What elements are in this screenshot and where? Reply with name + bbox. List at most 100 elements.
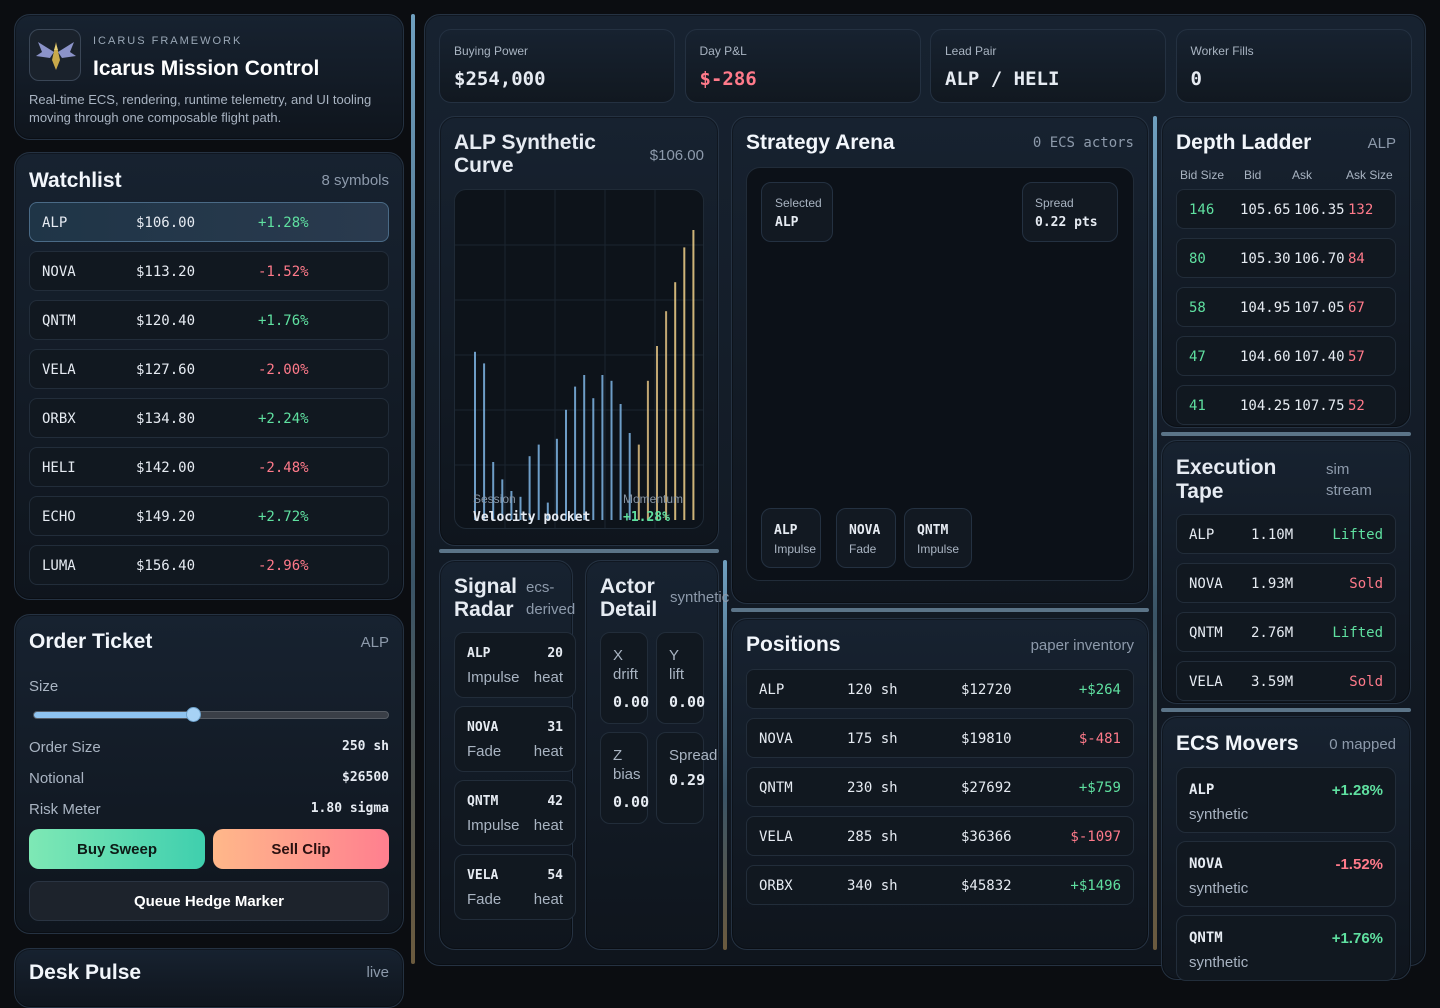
watchlist-row[interactable]: ORBX $134.80 +2.24%: [29, 398, 389, 438]
strategy-arena-panel: Strategy Arena 0 ECS actors Selected ALP…: [731, 116, 1149, 604]
position-row[interactable]: ORBX 340 sh $45832 +$1496: [746, 865, 1134, 905]
tape-row[interactable]: QNTM 2.76M Lifted: [1176, 612, 1396, 652]
queue-hedge-marker-button[interactable]: Queue Hedge Marker: [29, 881, 389, 921]
depth-bid-size: 146: [1189, 202, 1215, 218]
depth-ask-size: 84: [1348, 251, 1365, 267]
watchlist-price: $156.40: [136, 558, 196, 574]
depth-row[interactable]: 58 104.95 107.05 67: [1176, 287, 1396, 327]
depth-ask: 106.35: [1294, 202, 1345, 218]
position-symbol: VELA: [759, 829, 793, 845]
order-ticket-symbol: ALP: [360, 634, 389, 651]
buy-sweep-button[interactable]: Buy Sweep: [29, 829, 205, 869]
order-ticket-panel: Order Ticket ALP Size Order Size 250 sh …: [14, 614, 404, 934]
curve-bar: [637, 444, 640, 520]
position-qty: 285 sh: [847, 829, 898, 845]
arena-actor-count: 0 ECS actors: [1032, 135, 1134, 151]
position-row[interactable]: ALP 120 sh $12720 +$264: [746, 669, 1134, 709]
stat-card: Day P&L $-286: [684, 29, 921, 103]
radar-mode: Fade: [467, 891, 502, 908]
stat-label: Lead Pair: [945, 44, 997, 58]
depth-bid-size: 58: [1189, 300, 1206, 316]
brand-title: Icarus Mission Control: [93, 57, 320, 80]
depth-row[interactable]: 47 104.60 107.40 57: [1176, 336, 1396, 376]
tape-sub: sim stream: [1326, 459, 1372, 501]
watchlist-row[interactable]: VELA $127.60 -2.00%: [29, 349, 389, 389]
tape-sub-line2: stream: [1326, 482, 1372, 499]
signal-radar-panel: Signal Radar ecs- derived ALP 20 Impulse he…: [439, 560, 576, 950]
stat-card: Worker Fills 0: [1175, 29, 1412, 103]
position-value: $27692: [961, 780, 1012, 796]
watchlist-row[interactable]: NOVA $113.20 -1.52%: [29, 251, 389, 291]
actor-title-line1: Actor: [600, 575, 655, 598]
depth-row[interactable]: 41 104.25 107.75 52: [1176, 385, 1396, 425]
radar-unit: heat: [533, 817, 563, 834]
watchlist-row[interactable]: HELI $142.00 -2.48%: [29, 447, 389, 487]
size-slider-handle[interactable]: [186, 707, 202, 722]
watchlist-row[interactable]: ALP $106.00 +1.28%: [29, 202, 389, 242]
position-row[interactable]: NOVA 175 sh $19810 $-481: [746, 718, 1134, 758]
watchlist-row[interactable]: LUMA $156.40 -2.96%: [29, 545, 389, 585]
radar-symbol: VELA: [467, 868, 499, 883]
position-row[interactable]: QNTM 230 sh $27692 +$759: [746, 767, 1134, 807]
radar-card[interactable]: NOVA 31 Fade heat: [454, 706, 576, 772]
tape-row[interactable]: NOVA 1.93M Sold: [1176, 563, 1396, 603]
execution-tape-panel: Execution Tape sim stream ALP 1.10M Lifted…: [1161, 440, 1411, 704]
actor-metric-value: 0.29: [669, 771, 706, 789]
mover-card[interactable]: QNTM synthetic +1.76%: [1176, 915, 1396, 981]
actor-metric-label: X: [613, 647, 624, 664]
watchlist-price: $134.80: [136, 411, 196, 427]
watchlist-row[interactable]: QNTM $120.40 +1.76%: [29, 300, 389, 340]
position-row[interactable]: VELA 285 sh $36366 $-1097: [746, 816, 1134, 856]
actor-metric-label: Spread: [669, 747, 718, 764]
radar-symbol: NOVA: [467, 720, 499, 735]
depth-ask: 107.40: [1294, 349, 1345, 365]
watchlist-count: 8 symbols: [321, 172, 389, 189]
left-column-divider[interactable]: [411, 14, 415, 964]
positions-sub: paper inventory: [1030, 637, 1134, 654]
mover-card[interactable]: NOVA synthetic -1.52%: [1176, 841, 1396, 907]
depth-bid-size: 80: [1189, 251, 1206, 267]
watchlist-title: Watchlist: [29, 169, 122, 192]
curve-svg: [455, 190, 703, 528]
depth-bid: 104.25: [1240, 398, 1291, 414]
mover-card[interactable]: ALP synthetic +1.28%: [1176, 767, 1396, 833]
stat-label: Buying Power: [454, 44, 529, 58]
curve-bottom-divider[interactable]: [439, 549, 719, 553]
depth-row[interactable]: 146 105.65 106.35 132: [1176, 189, 1396, 229]
radar-card[interactable]: VELA 54 Fade heat: [454, 854, 576, 920]
arena-canvas[interactable]: Selected ALP Spread 0.22 pts ALP Impulse N…: [746, 167, 1134, 581]
watchlist-change: +1.28%: [258, 215, 309, 231]
depth-tape-divider[interactable]: [1161, 432, 1411, 436]
depth-ask-size: 57: [1348, 349, 1365, 365]
depth-bid-size: 47: [1189, 349, 1206, 365]
radar-card[interactable]: QNTM 42 Impulse heat: [454, 780, 576, 846]
actor-chip[interactable]: ALP Impulse: [761, 508, 821, 568]
depth-bid: 105.65: [1240, 202, 1291, 218]
mover-change: +1.28%: [1331, 782, 1383, 799]
curve-bar: [555, 438, 558, 520]
position-pnl: +$1496: [1070, 878, 1121, 894]
curve-bar: [519, 496, 522, 520]
tape-title-line2: Tape: [1176, 480, 1224, 503]
watchlist-row[interactable]: ECHO $149.20 +2.72%: [29, 496, 389, 536]
tape-movers-divider[interactable]: [1161, 708, 1411, 712]
depth-ask-size: 132: [1348, 202, 1374, 218]
actor-chip[interactable]: NOVA Fade: [836, 508, 896, 568]
depth-row[interactable]: 80 105.30 106.70 84: [1176, 238, 1396, 278]
watchlist-price: $113.20: [136, 264, 196, 280]
center-right-divider[interactable]: [1153, 116, 1157, 950]
arena-bottom-divider[interactable]: [731, 608, 1149, 612]
stat-value: 0: [1190, 68, 1202, 90]
positions-title: Positions: [746, 633, 841, 656]
watchlist-price: $142.00: [136, 460, 196, 476]
radar-card[interactable]: ALP 20 Impulse heat: [454, 632, 576, 698]
actor-positions-divider[interactable]: [723, 560, 727, 950]
position-pnl: $-1097: [1070, 829, 1121, 845]
sell-clip-button[interactable]: Sell Clip: [213, 829, 389, 869]
tape-row[interactable]: VELA 3.59M Sold: [1176, 661, 1396, 701]
actor-chip[interactable]: QNTM Impulse: [904, 508, 972, 568]
position-value: $12720: [961, 682, 1012, 698]
size-slider[interactable]: [33, 707, 389, 722]
tape-row[interactable]: ALP 1.10M Lifted: [1176, 514, 1396, 554]
